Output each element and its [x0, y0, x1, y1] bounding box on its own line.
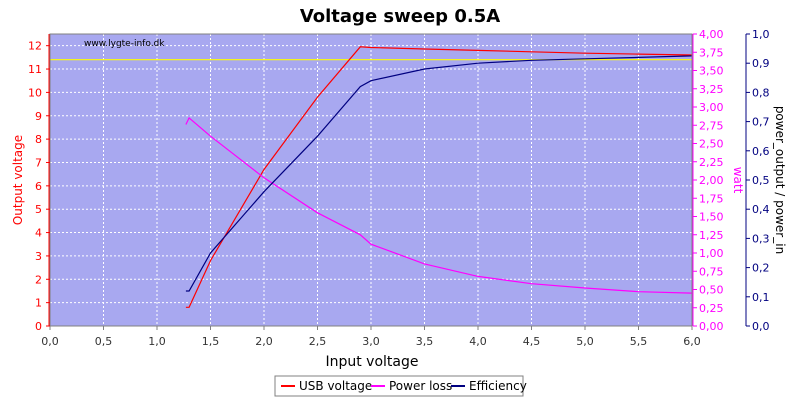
x-tick-label: 4,5 [523, 335, 541, 348]
right1-tick-label: 2,75 [699, 119, 724, 132]
left-tick-label: 12 [28, 40, 42, 53]
left-tick-label: 8 [35, 133, 42, 146]
right1-tick-label: 1,00 [699, 247, 724, 260]
right1-tick-label: 0,75 [699, 265, 724, 278]
x-tick-label: 0,5 [95, 335, 113, 348]
legend-label: Efficiency [469, 379, 527, 393]
series-line-power-loss [185, 116, 693, 294]
right2-axis-label: power_output / power_in [773, 106, 787, 254]
series-line-efficiency [185, 55, 693, 292]
x-tick-label: 1,0 [148, 335, 166, 348]
right1-tick-label: 2,25 [699, 156, 724, 169]
legend: USB voltage Power loss Efficiency [274, 375, 527, 397]
series-group [185, 46, 693, 308]
x-tick-label: 2,5 [309, 335, 327, 348]
left-tick-label: 2 [35, 273, 42, 286]
right1-tick-label: 3,75 [699, 46, 724, 59]
left-tick-label: 4 [35, 227, 42, 240]
x-tick-label: 0,0 [41, 335, 59, 348]
right1-tick-label: 3,50 [699, 65, 724, 78]
right2-tick-label: 1,0 [752, 28, 770, 41]
right1-tick-label: 0,50 [699, 284, 724, 297]
left-tick-label: 1 [35, 297, 42, 310]
right2-tick-label: 0,4 [752, 203, 770, 216]
right2-tick-label: 0,0 [752, 320, 770, 333]
right2-tick-label: 0,2 [752, 262, 770, 275]
left-tick-label: 11 [28, 63, 42, 76]
right2-tick-label: 0,1 [752, 291, 770, 304]
series-line-usb-voltage [185, 46, 693, 308]
left-tick-label: 6 [35, 180, 42, 193]
right1-axis-label: watt [731, 167, 745, 194]
right1-tick-label: 0,25 [699, 302, 724, 315]
x-tick-label: 1,5 [202, 335, 220, 348]
left-tick-label: 9 [35, 110, 42, 123]
axes: 0,0 0,5 1,0 1,5 2,0 2,5 3,0 3,5 4,0 4,5 5,0 5,5 6,0 0… [28, 28, 770, 348]
watermark: www.lygte-info.dk [84, 39, 165, 49]
right1-tick-label: 1,75 [699, 192, 724, 205]
right1-tick-label: 1,25 [699, 229, 724, 242]
left-tick-label: 0 [35, 320, 42, 333]
x-tick-label: 6,0 [683, 335, 701, 348]
left-tick-label: 5 [35, 203, 42, 216]
right2-tick-label: 0,5 [752, 174, 770, 187]
right2-tick-label: 0,6 [752, 145, 770, 158]
legend-label: USB voltage [299, 379, 372, 393]
right1-tick-label: 3,00 [699, 101, 724, 114]
right1-tick-label: 1,50 [699, 211, 724, 224]
legend-label: Power loss [389, 379, 452, 393]
right1-tick-label: 2,50 [699, 138, 724, 151]
left-tick-label: 3 [35, 250, 42, 263]
chart-title: Voltage sweep 0.5A [300, 6, 500, 27]
x-tick-label: 2,0 [255, 335, 273, 348]
left-axis-label: Output voltage [11, 135, 25, 225]
left-tick-label: 10 [28, 86, 42, 99]
x-tick-label: 4,0 [469, 335, 487, 348]
right2-tick-label: 0,7 [752, 116, 770, 129]
right2-tick-label: 0,9 [752, 57, 770, 70]
x-tick-label: 3,0 [362, 335, 380, 348]
x-tick-label: 5,5 [630, 335, 648, 348]
right1-tick-label: 4,00 [699, 28, 724, 41]
right2-tick-label: 0,3 [752, 232, 770, 245]
x-tick-label: 5,0 [576, 335, 594, 348]
x-tick-label: 3,5 [416, 335, 434, 348]
right2-tick-label: 0,8 [752, 86, 770, 99]
x-axis-label: Input voltage [325, 354, 418, 370]
right1-tick-label: 2,00 [699, 174, 724, 187]
right1-tick-label: 3,25 [699, 83, 724, 96]
left-tick-label: 7 [35, 156, 42, 169]
legend-box [274, 375, 524, 397]
right1-tick-label: 0,00 [699, 320, 724, 333]
